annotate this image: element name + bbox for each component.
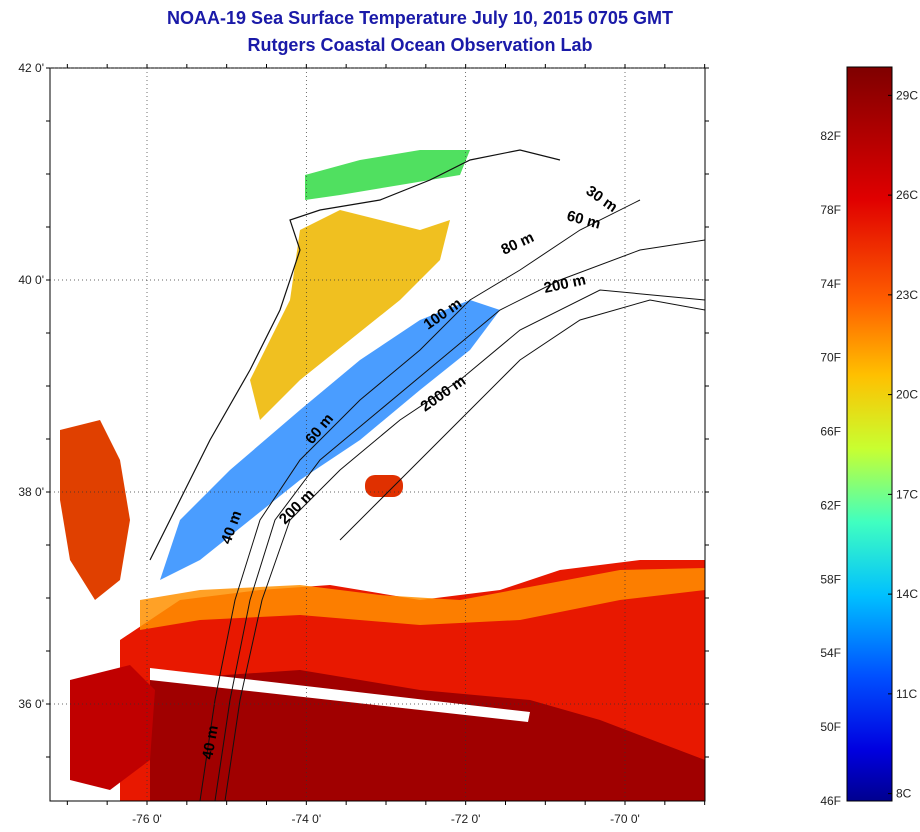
celsius-label: 26C	[896, 188, 918, 202]
map-frame	[49, 67, 706, 802]
lat-tick-label: 40 0'	[18, 273, 44, 287]
lat-tick-label: 38 0'	[18, 485, 44, 499]
celsius-label: 11C	[896, 687, 917, 701]
sst-imagery	[60, 150, 705, 801]
longitude-labels: -76 0' -74 0' -72 0' -70 0'	[132, 812, 640, 826]
fahrenheit-label: 58F	[820, 572, 841, 586]
long-island-sound-green	[305, 150, 470, 200]
fahrenheit-label: 70F	[820, 351, 841, 365]
contour-line	[199, 199, 641, 801]
chesapeake-warm	[60, 420, 130, 600]
fahrenheit-label: 82F	[820, 129, 841, 143]
fahrenheit-label: 78F	[820, 203, 841, 217]
celsius-label: 29C	[896, 88, 918, 102]
axis-ticks	[46, 64, 709, 805]
swath-gap	[150, 668, 530, 722]
coastline	[149, 149, 561, 561]
gulf-stream-core	[150, 670, 705, 801]
lon-tick-label: -72 0'	[451, 812, 481, 826]
celsius-label: 14C	[896, 587, 918, 601]
shelf-orange-band	[140, 568, 705, 630]
latitude-labels: 42 0' 40 0' 38 0' 36 0'	[18, 61, 44, 711]
lat-tick-label: 36 0'	[18, 697, 44, 711]
map-subtitle: Rutgers Coastal Ocean Observation Lab	[247, 35, 593, 55]
celsius-label: 23C	[896, 288, 918, 302]
contour-line	[339, 299, 705, 541]
warm-eddy	[365, 475, 403, 497]
fahrenheit-labels: 82F 78F 74F 70F 66F 62F 58F 54F 50F 46F	[820, 129, 841, 808]
fahrenheit-label: 54F	[820, 646, 841, 660]
mid-atlantic-yellow	[250, 210, 450, 420]
lon-tick-label: -70 0'	[610, 812, 640, 826]
lon-tick-label: -74 0'	[292, 812, 322, 826]
map-title: NOAA-19 Sea Surface Temperature July 10,…	[167, 8, 673, 28]
pamlico-sound-warm	[70, 665, 155, 790]
bathymetry-contours	[149, 149, 705, 801]
contour-label: 40 m	[199, 724, 222, 761]
cool-shelf-water	[160, 300, 500, 580]
lat-tick-label: 42 0'	[18, 61, 44, 75]
fahrenheit-label: 50F	[820, 720, 841, 734]
fahrenheit-label: 74F	[820, 277, 841, 291]
celsius-label: 8C	[896, 787, 912, 801]
contour-line	[224, 289, 705, 801]
fahrenheit-label: 46F	[820, 794, 841, 808]
colorbar-fill	[846, 66, 893, 802]
celsius-label: 17C	[896, 487, 918, 501]
fahrenheit-label: 62F	[820, 498, 841, 512]
lon-tick-label: -76 0'	[132, 812, 162, 826]
fahrenheit-label: 66F	[820, 425, 841, 439]
celsius-label: 20C	[896, 388, 918, 402]
contour-line	[214, 239, 705, 801]
celsius-labels: 29C 26C 23C 20C 17C 14C 11C 8C	[888, 88, 918, 801]
